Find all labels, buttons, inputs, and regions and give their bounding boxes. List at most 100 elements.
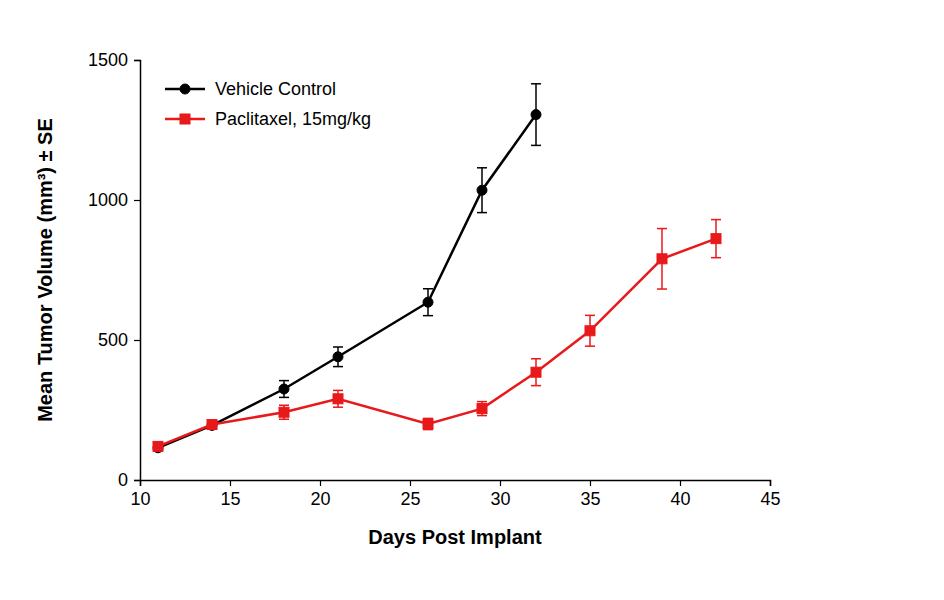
error-bar-segment	[279, 404, 289, 406]
x-tick: 35	[580, 480, 600, 509]
series	[153, 220, 721, 452]
error-bar	[585, 315, 595, 346]
legend: Vehicle ControlPaclitaxel, 15mg/kg	[165, 79, 371, 129]
error-bar-segment	[279, 418, 289, 420]
error-bar	[711, 220, 721, 258]
error-bar-segment	[531, 145, 541, 147]
x-tick: 15	[220, 480, 240, 509]
x-tick: 45	[760, 480, 780, 509]
error-bar-segment	[531, 385, 541, 387]
x-tick-label: 35	[580, 489, 600, 509]
x-tick-mark	[500, 480, 501, 486]
error-bar-segment	[423, 315, 433, 317]
data-point	[333, 352, 343, 362]
y-axis: 0 500 1000 1500	[88, 50, 141, 490]
data-point	[585, 326, 595, 336]
error-bar-segment	[423, 288, 433, 290]
y-tick: 1500	[88, 50, 140, 70]
error-bar-segment	[279, 397, 289, 399]
x-axis-line	[141, 481, 771, 487]
error-bar-segment	[657, 288, 667, 290]
data-point	[711, 234, 721, 244]
data-point	[207, 420, 217, 430]
series	[153, 84, 541, 453]
error-bar-segment	[477, 167, 487, 169]
error-bar	[477, 168, 487, 213]
error-bar	[279, 405, 289, 419]
error-bar	[531, 84, 541, 146]
data-point	[279, 407, 289, 417]
error-bar-segment	[333, 346, 343, 348]
error-bar	[477, 402, 487, 416]
x-tick-mark	[230, 480, 231, 486]
error-bar-segment	[711, 257, 721, 259]
data-point	[657, 254, 667, 264]
y-axis-line	[134, 61, 141, 481]
legend-marker	[180, 114, 190, 124]
x-tick-mark	[770, 480, 771, 486]
data-point	[531, 110, 541, 120]
x-tick-label: 45	[760, 489, 780, 509]
legend-entry: Vehicle Control	[165, 79, 336, 99]
y-tick: 500	[98, 330, 140, 350]
x-tick-label: 20	[310, 489, 330, 509]
x-tick: 30	[490, 480, 510, 509]
chart: 10 15 20 25 30 35 40 45 0 500 1000 1500 Vehicle Cont…	[0, 0, 944, 600]
error-bar-segment	[477, 401, 487, 403]
error-bar-segment	[477, 415, 487, 417]
legend-marker	[180, 84, 190, 94]
x-tick-label: 30	[490, 489, 510, 509]
error-bar-segment	[333, 366, 343, 368]
y-tick-label: 500	[98, 330, 128, 350]
series-line	[158, 115, 536, 448]
error-bar-segment	[585, 315, 595, 317]
y-tick-mark	[134, 340, 140, 341]
data-point	[423, 419, 433, 429]
data-point	[153, 441, 163, 451]
error-bar	[279, 381, 289, 398]
x-tick-mark	[320, 480, 321, 486]
data-point	[531, 367, 541, 377]
y-axis-title: Mean Tumor Volume (mm³) ± SE	[34, 118, 56, 422]
error-bar-segment	[279, 380, 289, 382]
x-axis: 10 15 20 25 30 35 40 45	[130, 480, 780, 509]
error-bar	[657, 229, 667, 289]
data-point	[333, 394, 343, 404]
error-bar	[333, 347, 343, 367]
y-tick-label: 0	[118, 470, 128, 490]
error-bar-segment	[477, 212, 487, 214]
error-bar	[531, 359, 541, 386]
data-area	[153, 84, 721, 453]
x-tick-mark	[410, 480, 411, 486]
x-tick-label: 25	[400, 489, 420, 509]
error-bar-segment	[531, 358, 541, 360]
y-tick-mark	[134, 60, 140, 61]
x-axis-title: Days Post Implant	[368, 526, 542, 548]
data-point	[477, 404, 487, 414]
y-tick-label: 1000	[88, 190, 128, 210]
x-tick: 40	[670, 480, 690, 509]
x-tick-label: 15	[220, 489, 240, 509]
error-bar-segment	[333, 406, 343, 408]
error-bar	[423, 418, 433, 429]
error-bar-segment	[333, 390, 343, 392]
y-tick-label: 1500	[88, 50, 128, 70]
error-bar	[333, 390, 343, 407]
y-tick-mark	[134, 480, 140, 481]
x-tick: 10	[130, 480, 150, 509]
x-tick-mark	[590, 480, 591, 486]
error-bar-segment	[585, 345, 595, 347]
x-tick-label: 10	[130, 489, 150, 509]
plot: 10 15 20 25 30 35 40 45 0 500 1000 1500 Vehicle Cont…	[88, 50, 781, 509]
x-tick: 25	[400, 480, 420, 509]
series-line	[158, 239, 716, 447]
x-tick-label: 40	[670, 489, 690, 509]
data-point	[477, 185, 487, 195]
error-bar	[423, 289, 433, 316]
error-bar-segment	[657, 228, 667, 230]
x-tick: 20	[310, 480, 330, 509]
error-bar-segment	[711, 219, 721, 221]
data-point	[423, 297, 433, 307]
data-point	[279, 384, 289, 394]
data-point	[207, 420, 217, 430]
